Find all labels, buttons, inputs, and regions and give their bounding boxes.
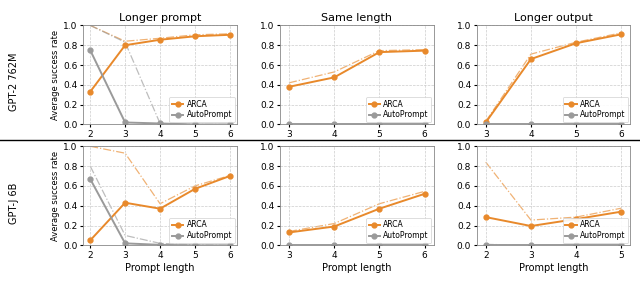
AutoPrompt [226,244,234,247]
AutoPrompt [86,177,94,181]
AutoPrompt [572,244,580,247]
Line: AutoPrompt: AutoPrompt [483,243,624,248]
Line: ARCA: ARCA [287,48,427,89]
AutoPrompt [482,244,490,247]
ARCA [330,225,338,228]
ARCA [482,215,490,219]
Legend: ARCA, AutoPrompt: ARCA, AutoPrompt [366,218,431,243]
Title: Longer output: Longer output [514,13,593,23]
AutoPrompt [156,243,164,246]
ARCA [156,207,164,210]
Legend: ARCA, AutoPrompt: ARCA, AutoPrompt [169,218,235,243]
Title: Same length: Same length [321,13,392,23]
AutoPrompt [86,49,94,52]
Y-axis label: Average success rate: Average success rate [51,30,61,120]
Line: ARCA: ARCA [483,209,624,228]
ARCA [191,35,199,38]
AutoPrompt [330,123,338,126]
Line: AutoPrompt: AutoPrompt [88,177,232,248]
Line: AutoPrompt: AutoPrompt [483,122,624,127]
AutoPrompt [420,123,428,126]
Line: ARCA: ARCA [483,32,624,125]
ARCA [122,43,129,47]
ARCA [618,210,625,213]
AutoPrompt [618,244,625,247]
Line: ARCA: ARCA [88,173,232,243]
Line: ARCA: ARCA [287,191,427,235]
ARCA [420,49,428,52]
ARCA [572,217,580,221]
Line: ARCA: ARCA [88,32,232,94]
ARCA [285,231,293,234]
Text: GPT-J 6B: GPT-J 6B [9,182,19,224]
ARCA [156,38,164,41]
Title: Longer prompt: Longer prompt [119,13,201,23]
AutoPrompt [191,244,199,247]
AutoPrompt [330,244,338,247]
ARCA [618,33,625,36]
X-axis label: Prompt length: Prompt length [519,263,588,273]
ARCA [191,187,199,191]
AutoPrompt [572,123,580,126]
ARCA [226,33,234,36]
AutoPrompt [191,123,199,126]
ARCA [226,174,234,178]
ARCA [527,224,535,228]
ARCA [86,90,94,93]
AutoPrompt [527,244,535,247]
AutoPrompt [376,244,383,247]
AutoPrompt [482,123,490,126]
AutoPrompt [156,122,164,125]
ARCA [527,57,535,61]
Legend: ARCA, AutoPrompt: ARCA, AutoPrompt [366,97,431,122]
AutoPrompt [527,123,535,126]
Text: GPT-2 762M: GPT-2 762M [9,52,19,111]
AutoPrompt [420,244,428,247]
ARCA [420,192,428,195]
X-axis label: Prompt length: Prompt length [125,263,195,273]
Legend: ARCA, AutoPrompt: ARCA, AutoPrompt [563,218,628,243]
AutoPrompt [376,123,383,126]
ARCA [572,41,580,45]
Line: AutoPrompt: AutoPrompt [88,48,232,127]
Legend: ARCA, AutoPrompt: ARCA, AutoPrompt [563,97,628,122]
Legend: ARCA, AutoPrompt: ARCA, AutoPrompt [169,97,235,122]
ARCA [376,50,383,54]
ARCA [376,207,383,210]
AutoPrompt [285,244,293,247]
AutoPrompt [285,123,293,126]
Line: AutoPrompt: AutoPrompt [287,243,427,248]
ARCA [330,76,338,79]
AutoPrompt [122,242,129,245]
Y-axis label: Average success rate: Average success rate [51,151,61,241]
ARCA [482,121,490,124]
ARCA [122,201,129,204]
ARCA [285,85,293,89]
X-axis label: Prompt length: Prompt length [322,263,392,273]
ARCA [86,239,94,242]
AutoPrompt [122,121,129,124]
Line: AutoPrompt: AutoPrompt [287,122,427,127]
AutoPrompt [226,123,234,126]
AutoPrompt [618,123,625,126]
